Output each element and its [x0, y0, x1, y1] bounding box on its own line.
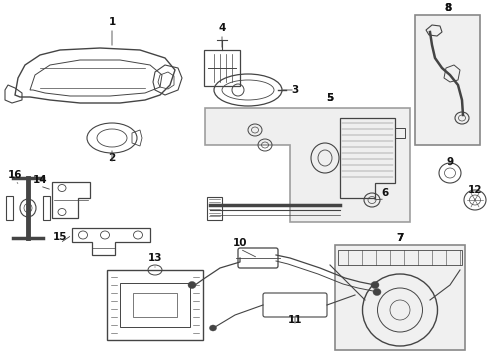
Text: 12: 12: [468, 185, 482, 195]
Text: 13: 13: [148, 253, 162, 263]
Polygon shape: [205, 108, 410, 222]
Text: 5: 5: [326, 93, 334, 103]
Text: 2: 2: [108, 153, 116, 163]
Text: 16: 16: [8, 170, 22, 180]
Text: 14: 14: [33, 175, 48, 185]
Text: 10: 10: [233, 238, 247, 248]
Text: 5: 5: [326, 93, 334, 103]
Text: 1: 1: [108, 17, 116, 27]
Text: 8: 8: [444, 3, 452, 13]
Text: 9: 9: [446, 157, 454, 167]
Text: 7: 7: [396, 233, 404, 243]
Ellipse shape: [188, 282, 196, 288]
Ellipse shape: [373, 288, 381, 296]
Bar: [335, 245, 465, 350]
Text: 3: 3: [292, 85, 298, 95]
Text: 7: 7: [396, 233, 404, 243]
Text: 6: 6: [381, 188, 389, 198]
Text: 11: 11: [288, 315, 302, 325]
Text: 15: 15: [53, 232, 67, 242]
Text: 8: 8: [444, 3, 452, 13]
Bar: [415, 15, 480, 145]
Text: 4: 4: [219, 23, 226, 33]
Ellipse shape: [210, 325, 217, 331]
Ellipse shape: [371, 282, 379, 288]
